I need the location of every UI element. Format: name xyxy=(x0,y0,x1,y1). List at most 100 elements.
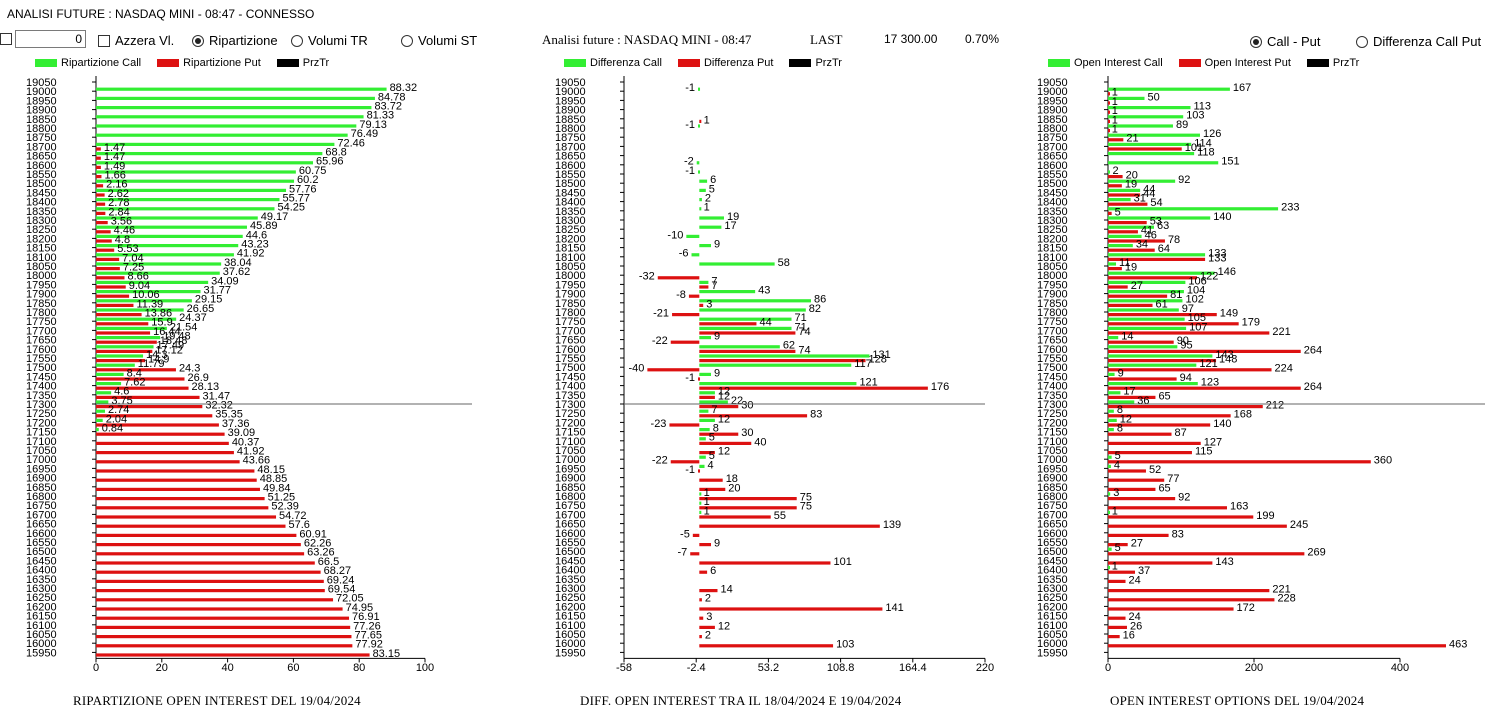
put-bar xyxy=(1108,129,1110,133)
put-bar xyxy=(96,221,108,225)
put-bar xyxy=(96,598,334,602)
strike-label: 17600 xyxy=(1037,344,1068,356)
call-value-label: 31 xyxy=(1134,193,1146,205)
call-value-label: 31.77 xyxy=(204,285,232,297)
strike-label: 16100 xyxy=(26,620,57,632)
put-bar xyxy=(96,322,149,326)
call-value-label: 2.74 xyxy=(108,404,129,416)
put-value-label: 101 xyxy=(833,556,851,568)
strike-label: 16950 xyxy=(555,463,586,475)
strike-label: 18600 xyxy=(26,160,57,172)
call-bar xyxy=(96,345,154,349)
strike-label: 16500 xyxy=(555,546,586,558)
put-bar xyxy=(699,432,739,436)
call-bar xyxy=(1108,345,1178,349)
strike-label: 19050 xyxy=(26,77,57,89)
strike-label: 16900 xyxy=(1037,473,1068,485)
diff-call-put-radio-dot[interactable] xyxy=(1356,35,1368,48)
volumi-tr-radio[interactable]: Volumi TR xyxy=(291,33,368,48)
call-bar xyxy=(96,87,387,91)
call-value-label: 7 xyxy=(711,275,717,287)
strike-label: 15950 xyxy=(555,647,586,659)
call-bar xyxy=(96,354,144,358)
ripartizione-radio[interactable]: Ripartizione xyxy=(192,33,278,48)
call-bar xyxy=(698,124,701,128)
strike-label: 17850 xyxy=(555,298,586,310)
call-bar xyxy=(1108,547,1112,551)
call-put-radio[interactable]: Call - Put xyxy=(1250,34,1320,49)
number-input[interactable]: 0 xyxy=(15,30,86,48)
diff-call-put-radio[interactable]: Differenza Call Put xyxy=(1356,34,1481,49)
strike-label: 18550 xyxy=(555,169,586,181)
put-bar xyxy=(699,635,702,639)
call-bar xyxy=(699,290,756,294)
call-put-radio-dot[interactable] xyxy=(1250,35,1262,48)
strike-label: 17050 xyxy=(555,445,586,457)
strike-label: 18100 xyxy=(555,252,586,264)
call-value-label: 6 xyxy=(710,174,716,186)
put-value-label: 140 xyxy=(1213,418,1231,430)
strike-label: 16500 xyxy=(1037,546,1068,558)
strike-label: 17550 xyxy=(555,353,586,365)
put-bar xyxy=(1108,211,1112,215)
put-bar xyxy=(699,331,796,335)
put-value-label: 74 xyxy=(798,344,810,356)
put-value-label: 245 xyxy=(1290,519,1308,531)
call-value-label: 9 xyxy=(714,331,720,343)
put-value-label: 69.54 xyxy=(328,584,356,596)
put-bar xyxy=(1108,377,1177,381)
call-value-label: 103 xyxy=(1186,110,1204,122)
put-value-label: 7 xyxy=(711,280,717,292)
legend-left-price: PrzTr xyxy=(302,57,330,69)
put-bar xyxy=(96,423,219,427)
call-value-label: -6 xyxy=(679,248,689,260)
put-value-label: 52.39 xyxy=(271,501,299,513)
put-value-label: 69.24 xyxy=(327,574,355,586)
put-bar xyxy=(1108,561,1213,565)
strike-label: 17600 xyxy=(555,344,586,356)
strike-label: 17200 xyxy=(1037,417,1068,429)
put-bar xyxy=(96,395,200,399)
put-bar xyxy=(1108,202,1148,206)
strike-label: 19000 xyxy=(555,86,586,98)
call-bar xyxy=(96,179,295,183)
call-value-label: 44.6 xyxy=(246,229,267,241)
put-bar xyxy=(669,423,700,427)
put-value-label: -21 xyxy=(653,308,669,320)
call-bar xyxy=(96,161,314,165)
azzera-label: Azzera Vl. xyxy=(115,33,175,48)
put-value-label: 149 xyxy=(1220,308,1238,320)
call-value-label: 50 xyxy=(1148,91,1160,103)
call-value-label: 86 xyxy=(814,294,826,306)
left-checkbox[interactable] xyxy=(0,33,12,45)
strike-label: 16150 xyxy=(1037,611,1068,623)
put-value-label: 57.6 xyxy=(289,519,310,531)
put-bar xyxy=(699,497,797,501)
volumi-tr-radio-dot[interactable] xyxy=(291,34,303,47)
put-bar xyxy=(1108,119,1110,123)
strike-label: 16850 xyxy=(26,482,57,494)
ripartizione-radio-dot[interactable] xyxy=(192,34,204,47)
strike-label: 16800 xyxy=(26,491,57,503)
put-value-label: 94 xyxy=(1180,372,1192,384)
strike-label: 17000 xyxy=(1037,454,1068,466)
azzera-checkbox-box[interactable] xyxy=(98,34,110,47)
call-bar xyxy=(699,400,728,404)
azzera-checkbox[interactable]: Azzera Vl. xyxy=(98,33,174,48)
put-bar xyxy=(96,506,269,510)
put-value-label: 32.32 xyxy=(205,400,233,412)
call-bar xyxy=(699,418,715,422)
volumi-st-radio-dot[interactable] xyxy=(401,34,413,47)
volumi-st-radio[interactable]: Volumi ST xyxy=(401,33,477,48)
put-value-label: -7 xyxy=(677,547,687,559)
put-bar xyxy=(699,441,752,445)
call-bar xyxy=(699,244,712,248)
call-value-label: -1 xyxy=(685,119,695,131)
strike-label: 17900 xyxy=(26,289,57,301)
call-bar xyxy=(1108,188,1141,192)
call-bar xyxy=(96,198,280,202)
put-value-label: 64 xyxy=(1158,243,1170,255)
put-value-label: 31.47 xyxy=(203,390,231,402)
put-value-label: 9.04 xyxy=(129,280,150,292)
strike-label: 18600 xyxy=(555,160,586,172)
